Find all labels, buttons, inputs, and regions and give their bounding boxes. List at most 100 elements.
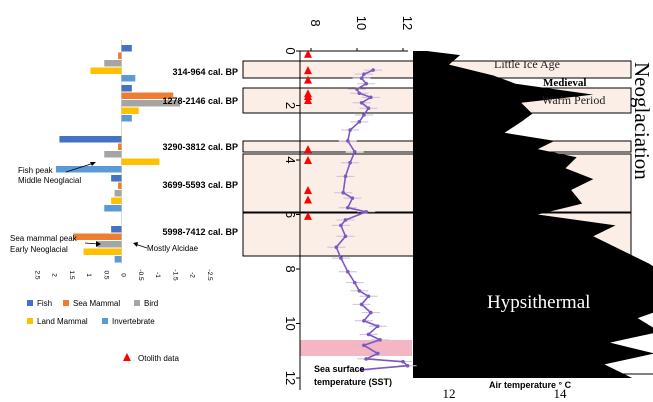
period-label-3: 3290-3812 cal. BP bbox=[162, 142, 238, 152]
bar-sea-mammal-1 bbox=[118, 52, 122, 59]
sst-x-tick-label: 10 bbox=[354, 16, 369, 30]
otolith-marker bbox=[304, 156, 312, 164]
bar-sea-mammal-2 bbox=[121, 92, 174, 99]
legend-label-sea-mammal: Sea Mammal bbox=[73, 299, 120, 308]
bar-invertebrate-1 bbox=[121, 75, 136, 82]
sst-point bbox=[405, 363, 410, 368]
sst-highlight-band bbox=[300, 340, 412, 356]
sst-y-tick-label: 8 bbox=[283, 265, 298, 272]
otolith-marker bbox=[304, 96, 312, 105]
sst-point bbox=[348, 160, 352, 165]
legend-swatch-fish bbox=[27, 300, 33, 306]
bar-bird-2 bbox=[121, 100, 181, 107]
bar-x-tick-label: -2 bbox=[189, 272, 196, 278]
faunal-bar-chart: 2.5 2 1.5 1 0.5 0 -0.5 -1 -1.5 -2 -2.5 bbox=[33, 40, 213, 281]
otolith-marker bbox=[304, 185, 312, 194]
sea-mammal-peak-arrowhead bbox=[96, 241, 101, 247]
bar-fish-5 bbox=[111, 226, 122, 233]
otolith-marker bbox=[304, 211, 312, 220]
sst-point bbox=[346, 139, 350, 143]
bar-x-tick-label: 0.5 bbox=[102, 270, 109, 279]
sst-point bbox=[364, 209, 369, 214]
bar-x-tick-label: -1 bbox=[154, 272, 161, 278]
sst-chart: 0 2 4 6 8 10 12 8 10 12 bbox=[283, 16, 417, 390]
sst-point bbox=[378, 338, 382, 342]
sst-point bbox=[366, 106, 371, 111]
bar-sea-mammal-5 bbox=[73, 233, 122, 240]
air-temperature-area bbox=[413, 51, 653, 378]
bar-invertebrate-3 bbox=[55, 166, 122, 173]
bar-x-tick-label: -0.5 bbox=[137, 269, 144, 281]
period-label-2: 1278-2146 cal. BP bbox=[162, 96, 238, 106]
air-x-tick-label: 14 bbox=[554, 386, 568, 401]
sst-point bbox=[341, 190, 346, 195]
sst-point bbox=[375, 351, 380, 356]
bar-x-tick-label: 1.5 bbox=[68, 270, 75, 279]
little-ice-age-label: Little Ice Age bbox=[494, 57, 560, 71]
sst-point bbox=[366, 294, 371, 299]
sea-mammal-peak-label: Sea mammal peak bbox=[10, 234, 78, 243]
bar-bird-1 bbox=[104, 60, 122, 67]
sst-point bbox=[346, 269, 350, 274]
bar-bird-5 bbox=[97, 241, 122, 248]
otolith-marker bbox=[304, 195, 312, 204]
sst-point bbox=[362, 113, 366, 117]
sst-x-tick-label: 12 bbox=[400, 16, 415, 30]
sst-point bbox=[357, 289, 362, 293]
bar-land-mammal-1 bbox=[90, 67, 122, 74]
bar-x-tick-label: -1.5 bbox=[171, 269, 178, 281]
hypsithermal-label: Hypsithermal bbox=[487, 292, 590, 313]
bar-invertebrate-5 bbox=[114, 256, 122, 263]
sst-point bbox=[401, 359, 405, 364]
sst-point bbox=[369, 310, 373, 315]
sst-point bbox=[364, 357, 369, 361]
sst-point bbox=[364, 81, 369, 86]
sst-point bbox=[339, 256, 343, 260]
fish-peak-sublabel: Middle Neoglacial bbox=[18, 176, 81, 185]
otolith-marker bbox=[304, 75, 312, 84]
sst-point bbox=[366, 332, 371, 337]
bar-fish-3 bbox=[59, 136, 122, 143]
sst-point bbox=[357, 120, 362, 124]
period-label-4: 3699-5593 cal. BP bbox=[162, 180, 238, 190]
legend-label-land-mammal: Land Mammal bbox=[37, 317, 88, 326]
sst-point bbox=[352, 280, 357, 285]
otolith-marker bbox=[304, 145, 312, 154]
sst-point bbox=[339, 223, 343, 228]
sst-point bbox=[346, 205, 350, 210]
sst-axis-label-line1: Sea surface bbox=[314, 364, 365, 374]
legend-otolith-triangle bbox=[123, 353, 131, 361]
legend-label-invertebrate: Invertebrate bbox=[112, 317, 155, 326]
sst-point bbox=[359, 302, 364, 307]
sst-y-tick-label: 12 bbox=[283, 371, 298, 385]
bar-x-tick-label: 0 bbox=[120, 273, 127, 277]
otolith-marker bbox=[304, 91, 312, 100]
bar-bird-3 bbox=[104, 151, 122, 158]
bar-fish-1 bbox=[121, 45, 132, 52]
bar-land-mammal-5 bbox=[83, 248, 122, 255]
legend-swatch-bird bbox=[134, 300, 140, 306]
sst-point bbox=[362, 72, 366, 76]
bar-sea-mammal-3 bbox=[118, 143, 122, 150]
air-x-tick-label: 12 bbox=[443, 386, 456, 401]
legend-swatch-invertebrate bbox=[102, 318, 108, 324]
sst-y-tick-label: 4 bbox=[283, 156, 298, 163]
bar-fish-2 bbox=[121, 85, 132, 92]
legend-swatch-sea-mammal bbox=[63, 300, 69, 306]
sst-point bbox=[334, 245, 339, 249]
legend-label-bird: Bird bbox=[144, 299, 158, 308]
legend-label-otolith: Otolith data bbox=[138, 354, 179, 363]
sst-point bbox=[343, 218, 348, 222]
legend-swatch-land-mammal bbox=[27, 318, 33, 324]
sea-mammal-peak-sublabel: Early Neoglacial bbox=[10, 245, 68, 254]
sst-point bbox=[362, 343, 366, 348]
bar-sea-mammal-4 bbox=[118, 182, 122, 189]
bar-bird-4 bbox=[114, 190, 122, 197]
fish-peak-arrow bbox=[65, 162, 95, 173]
warm-period-label: Warm Period bbox=[542, 93, 605, 107]
bar-land-mammal-2 bbox=[121, 107, 139, 114]
bar-x-tick-label: -2.5 bbox=[206, 269, 213, 281]
sst-point bbox=[343, 174, 348, 179]
sst-axis-label-line2: temperature (SST) bbox=[314, 377, 392, 387]
